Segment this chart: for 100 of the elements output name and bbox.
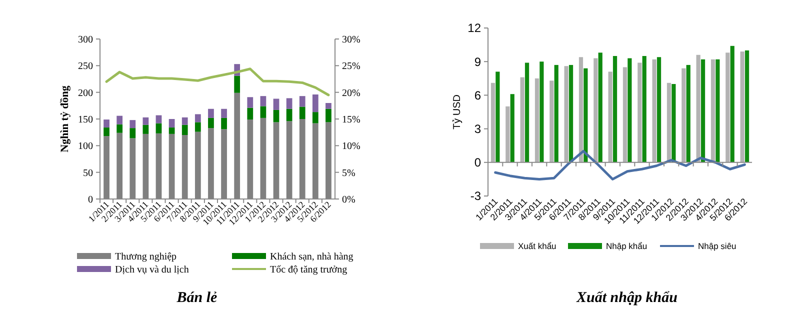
bar [326,108,332,122]
bar [168,128,175,134]
bar [598,52,602,162]
bar [490,82,496,162]
bar [168,119,175,128]
bar [564,66,568,162]
bar [104,120,110,128]
bar [510,94,514,162]
bar [666,82,672,162]
bar [299,106,306,119]
legend-label: Thương nghiệp [115,252,177,262]
line-series [105,68,330,96]
y-tick-label: 200 [78,88,93,99]
bar [568,64,574,162]
bar [744,50,750,162]
bar [672,84,676,162]
bar [273,98,280,110]
legend-label: Dịch vụ và du lịch [115,264,189,276]
y-tick-label: 0 [88,194,93,206]
y2-tick-label: 15% [342,114,360,126]
bar [194,122,201,132]
bar [534,78,540,162]
bar [260,106,266,118]
legend-label: Khách sạn, nhà hàng [270,252,354,262]
y2-tick-label: 10% [342,141,360,152]
bar [550,80,554,162]
bar [710,59,716,162]
bar [584,68,588,162]
y-tick-label: 300 [78,34,93,46]
bar [638,62,642,162]
legend-label: Tốc độ tăng trưởng [270,264,348,276]
bar [221,108,227,118]
y-tick-label: -3 [470,189,482,204]
bar [208,118,214,128]
y-axis-title: Nghìn tỷ đồng [59,85,71,152]
bar [247,108,254,120]
bar [594,58,598,162]
bar [656,57,662,162]
bar [700,59,706,162]
bar [116,124,123,133]
y-tick-label: 6 [474,88,482,102]
bar [524,62,530,162]
y2-tick-label: 30% [342,34,360,46]
y-axis-title: Tỷ USD [452,94,463,130]
bar [312,112,318,124]
y-tick-label: 50 [83,168,93,179]
text: Bán lẻ [176,290,218,306]
bar [312,94,318,112]
bar [142,124,149,134]
line-series [494,150,746,180]
bar [520,77,524,162]
bar [247,97,254,108]
bar [716,59,720,162]
bar [130,128,136,138]
bar [540,62,544,162]
legend-label: Nhập siêu [698,240,737,251]
text: Xuất nhập khẩu [576,290,678,306]
bar [142,117,149,125]
y-tick-label: 9 [474,54,482,69]
bar [208,108,214,118]
bar [194,114,201,122]
y2-tick-label: 20% [342,88,360,99]
bar [273,110,280,122]
y2-tick-label: 5% [342,168,356,179]
bar [116,116,123,124]
bar [506,106,510,162]
bar [686,64,690,162]
bar [182,117,188,125]
bar [652,59,656,162]
bar [221,118,227,130]
y-tick-label: 100 [78,141,93,152]
bar [130,120,136,128]
bar [696,54,700,162]
y-tick-label: 3 [474,122,482,136]
bar [682,68,686,162]
bar [496,72,500,162]
bar [260,96,266,106]
bar [156,115,162,124]
bar [286,98,292,109]
bar [726,52,730,162]
y2-tick-label: 0% [342,194,356,206]
bar [104,128,110,136]
legend-label: Nhập khẩu [606,240,648,251]
bar [299,96,306,107]
bar [628,58,632,162]
bar [608,72,612,162]
bar [578,57,584,162]
y-tick-label: 12 [468,21,482,36]
y2-tick-label: 25% [342,61,360,72]
y-tick-label: 0 [474,156,482,170]
legend-label: Xuất khẩu [518,240,557,251]
y-tick-label: 250 [78,61,93,72]
y-tick-label: 150 [78,114,93,126]
bar [642,56,646,162]
bar [156,123,162,134]
bar [612,56,618,162]
bar [286,108,292,122]
bar [326,103,332,109]
bar [234,76,240,93]
bar [554,64,558,162]
